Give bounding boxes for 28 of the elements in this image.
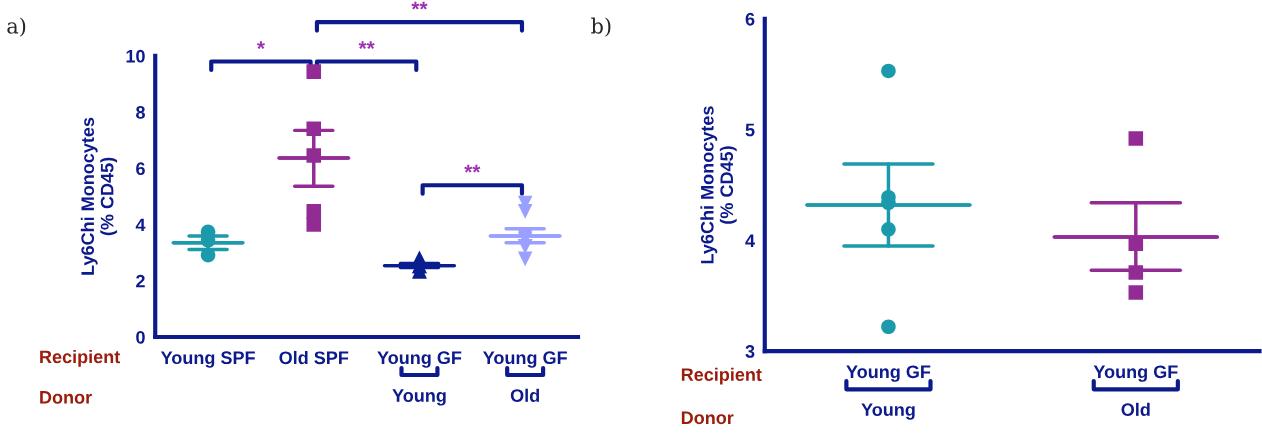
y-tick-label: 5 [745, 123, 755, 137]
x-tick-label: Young GF Old [483, 351, 567, 402]
y-tick-label: 4 [135, 218, 146, 232]
text: Donor [681, 411, 734, 425]
text: Recipient [40, 349, 121, 367]
text: a) [7, 17, 26, 37]
text: ** [411, 1, 428, 10]
y-tick-label: 8 [136, 106, 145, 119]
y-tick-label: 2 [136, 274, 145, 288]
text: * [256, 41, 265, 49]
x-tick-label: Young GF Old [1093, 365, 1178, 417]
x-tick-label: Old SPF [279, 350, 349, 365]
y-axis-title: Ly6Chi Monocytes (% CD45) [80, 117, 118, 275]
y-tick-label: 10 [126, 49, 145, 63]
y-axis-title: Ly6Chi Monocytes (% CD45) [700, 106, 737, 264]
x-tick-label: Young SPF [160, 351, 255, 368]
y-tick-label: 3 [745, 345, 755, 358]
text: b) [591, 17, 611, 37]
annotation: ** [464, 164, 481, 173]
text: Donor [40, 391, 92, 404]
x-tick-label: Young GF Young [377, 351, 462, 406]
y-tick-label: 6 [136, 162, 145, 176]
y-tick-label: 6 [745, 12, 755, 26]
text: ** [358, 41, 375, 49]
y-tick-label: 4 [745, 234, 755, 247]
y-tick-label: 0 [136, 330, 145, 344]
x-tick-label: Young GF Young [846, 365, 931, 420]
text: Recipient [681, 367, 762, 385]
